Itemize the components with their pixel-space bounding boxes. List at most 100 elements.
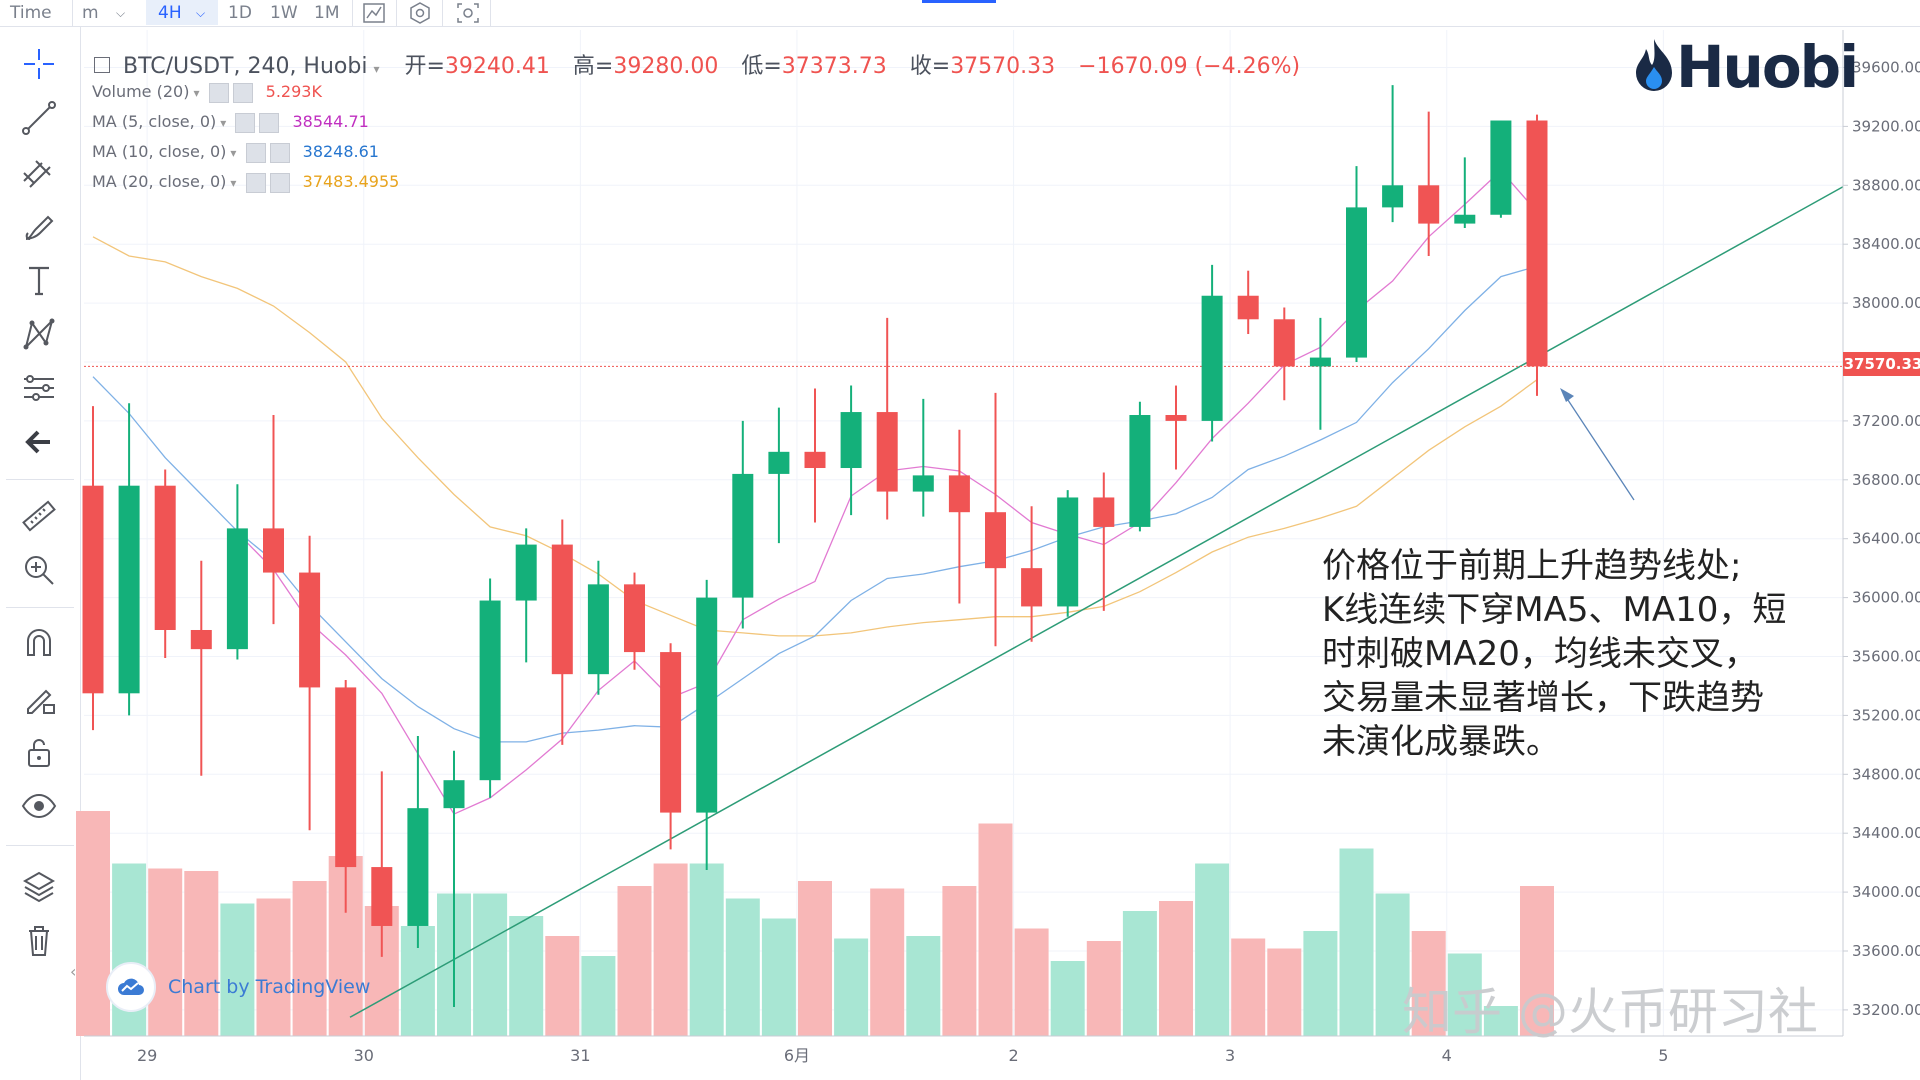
volume-bar xyxy=(545,936,580,1036)
indicator-volume[interactable]: Volume (20) ▾ 5.293K xyxy=(92,82,322,103)
settings-icon[interactable] xyxy=(208,82,229,103)
candle-body-down xyxy=(82,485,104,694)
volume-bar xyxy=(220,903,255,1036)
price-axis-label: 38400.00 xyxy=(1852,235,1920,253)
open-value: 39240.41 xyxy=(444,54,550,79)
time-axis-label: 2 xyxy=(1008,1046,1018,1065)
screenshot-icon[interactable] xyxy=(456,2,480,24)
price-axis-label: 38000.00 xyxy=(1852,294,1920,312)
toolbar-divider xyxy=(72,0,73,26)
text-tool-icon[interactable] xyxy=(16,257,62,303)
candle-body-up xyxy=(768,451,790,474)
ruler-icon[interactable] xyxy=(16,493,62,539)
chart-legend: BTC/USDT, 240, Huobi ▾ 开=39240.41 高=39280… xyxy=(94,48,1306,80)
candle-body-down xyxy=(551,544,573,675)
close-icon[interactable] xyxy=(232,82,253,103)
candle-body-down xyxy=(1093,497,1115,527)
interval-1m-button[interactable]: 1M xyxy=(314,3,340,23)
volume-bar xyxy=(256,898,291,1036)
volume-bar xyxy=(870,888,905,1036)
candle-body-up xyxy=(1309,357,1331,367)
chevron-down-icon[interactable]: ▾ xyxy=(230,146,237,160)
volume-bar xyxy=(1159,901,1193,1036)
close-icon[interactable] xyxy=(269,142,290,163)
price-axis-label: 33600.00 xyxy=(1852,942,1920,960)
candle-body-up xyxy=(732,473,754,598)
candle-body-up xyxy=(912,475,934,492)
volume-bar xyxy=(1483,1006,1518,1036)
trash-icon[interactable] xyxy=(16,917,62,963)
indicator-ma5[interactable]: MA (5, close, 0) ▾ 38544.71 xyxy=(92,112,369,133)
candle-body-down xyxy=(1237,295,1259,320)
prediction-tool-icon[interactable] xyxy=(16,365,62,411)
candle-body-up xyxy=(515,544,537,601)
volume-bar xyxy=(725,898,760,1036)
settings-icon[interactable] xyxy=(245,172,266,193)
eye-icon[interactable] xyxy=(16,783,62,829)
volume-bar xyxy=(942,886,977,1036)
current-price-label: 37570.33 xyxy=(1843,352,1920,376)
close-icon[interactable] xyxy=(259,112,280,133)
magnet-icon[interactable] xyxy=(16,621,62,667)
active-tab-indicator xyxy=(922,0,996,3)
interval-m-dropdown[interactable]: m xyxy=(82,3,99,23)
settings-icon[interactable] xyxy=(245,142,266,163)
collapse-legend-icon[interactable] xyxy=(94,57,110,73)
volume-bar xyxy=(1339,848,1374,1036)
zhihu-watermark: 知乎 @火币研习社 xyxy=(1402,983,1818,1041)
tradingview-credit[interactable]: Chart by TradingView xyxy=(106,962,370,1012)
price-axis-label: 33200.00 xyxy=(1852,1001,1920,1019)
interval-4h-button[interactable]: 4H xyxy=(158,3,182,23)
back-arrow-icon[interactable] xyxy=(16,419,62,465)
chevron-down-icon[interactable]: ▾ xyxy=(193,86,200,100)
unlock-icon[interactable] xyxy=(16,729,62,775)
chevron-left-icon[interactable]: ‹ xyxy=(70,962,77,981)
annotation-line: K线连续下穿MA5、MA10，短 xyxy=(1322,590,1787,630)
indicator-ma20[interactable]: MA (20, close, 0) ▾ 37483.4955 xyxy=(92,172,399,193)
arrow-head-icon xyxy=(1560,388,1574,402)
volume-bar xyxy=(1231,938,1266,1036)
chevron-down-icon[interactable]: ⌵ xyxy=(196,6,206,20)
fib-tool-icon[interactable] xyxy=(16,149,62,195)
candle-body-down xyxy=(948,475,970,513)
candle-body-down xyxy=(335,687,357,868)
toolbar-divider xyxy=(490,0,491,26)
candle-body-up xyxy=(1382,185,1404,208)
volume-bar xyxy=(1303,931,1338,1036)
candle-body-up xyxy=(840,412,862,469)
chevron-down-icon[interactable]: ▾ xyxy=(220,116,227,130)
settings-icon[interactable] xyxy=(235,112,256,133)
chart-type-icon[interactable] xyxy=(362,2,386,24)
crosshair-icon[interactable] xyxy=(16,41,62,87)
low-label: 低= xyxy=(741,54,782,79)
candle-body-up xyxy=(1346,207,1367,358)
volume-bar xyxy=(653,863,688,1036)
volume-bar xyxy=(689,863,724,1036)
time-axis-label: 31 xyxy=(570,1046,590,1065)
tradingview-cloud-icon xyxy=(106,962,156,1012)
brush-icon[interactable] xyxy=(16,203,62,249)
pattern-tool-icon[interactable] xyxy=(16,311,62,357)
volume-bar xyxy=(1520,886,1554,1036)
chevron-down-icon[interactable]: ▾ xyxy=(230,176,237,190)
indicator-ma10[interactable]: MA (10, close, 0) ▾ 38248.61 xyxy=(92,142,379,163)
chevron-down-icon[interactable]: ▾ xyxy=(373,62,380,76)
interval-1d-button[interactable]: 1D xyxy=(228,3,252,23)
interval-1w-button[interactable]: 1W xyxy=(270,3,298,23)
volume-bar xyxy=(581,956,616,1036)
chevron-down-icon[interactable]: ⌵ xyxy=(116,6,126,20)
layers-icon[interactable] xyxy=(16,863,62,909)
candle-body-down xyxy=(624,584,645,653)
close-icon[interactable] xyxy=(269,172,290,193)
settings-icon[interactable] xyxy=(408,2,432,24)
lock-drawing-icon[interactable] xyxy=(16,675,62,721)
candle-body-down xyxy=(660,652,682,813)
trend-line-icon[interactable] xyxy=(16,95,62,141)
candle-body-down xyxy=(154,485,176,630)
top-toolbar: Time m ⌵ 4H ⌵ 1D 1W 1M xyxy=(0,0,1920,27)
indicator-value: 38544.71 xyxy=(292,112,369,131)
zoom-in-icon[interactable] xyxy=(16,547,62,593)
indicator-value: 5.293K xyxy=(265,82,322,101)
candle-body-up xyxy=(226,528,248,650)
price-axis-label: 34400.00 xyxy=(1852,824,1920,842)
